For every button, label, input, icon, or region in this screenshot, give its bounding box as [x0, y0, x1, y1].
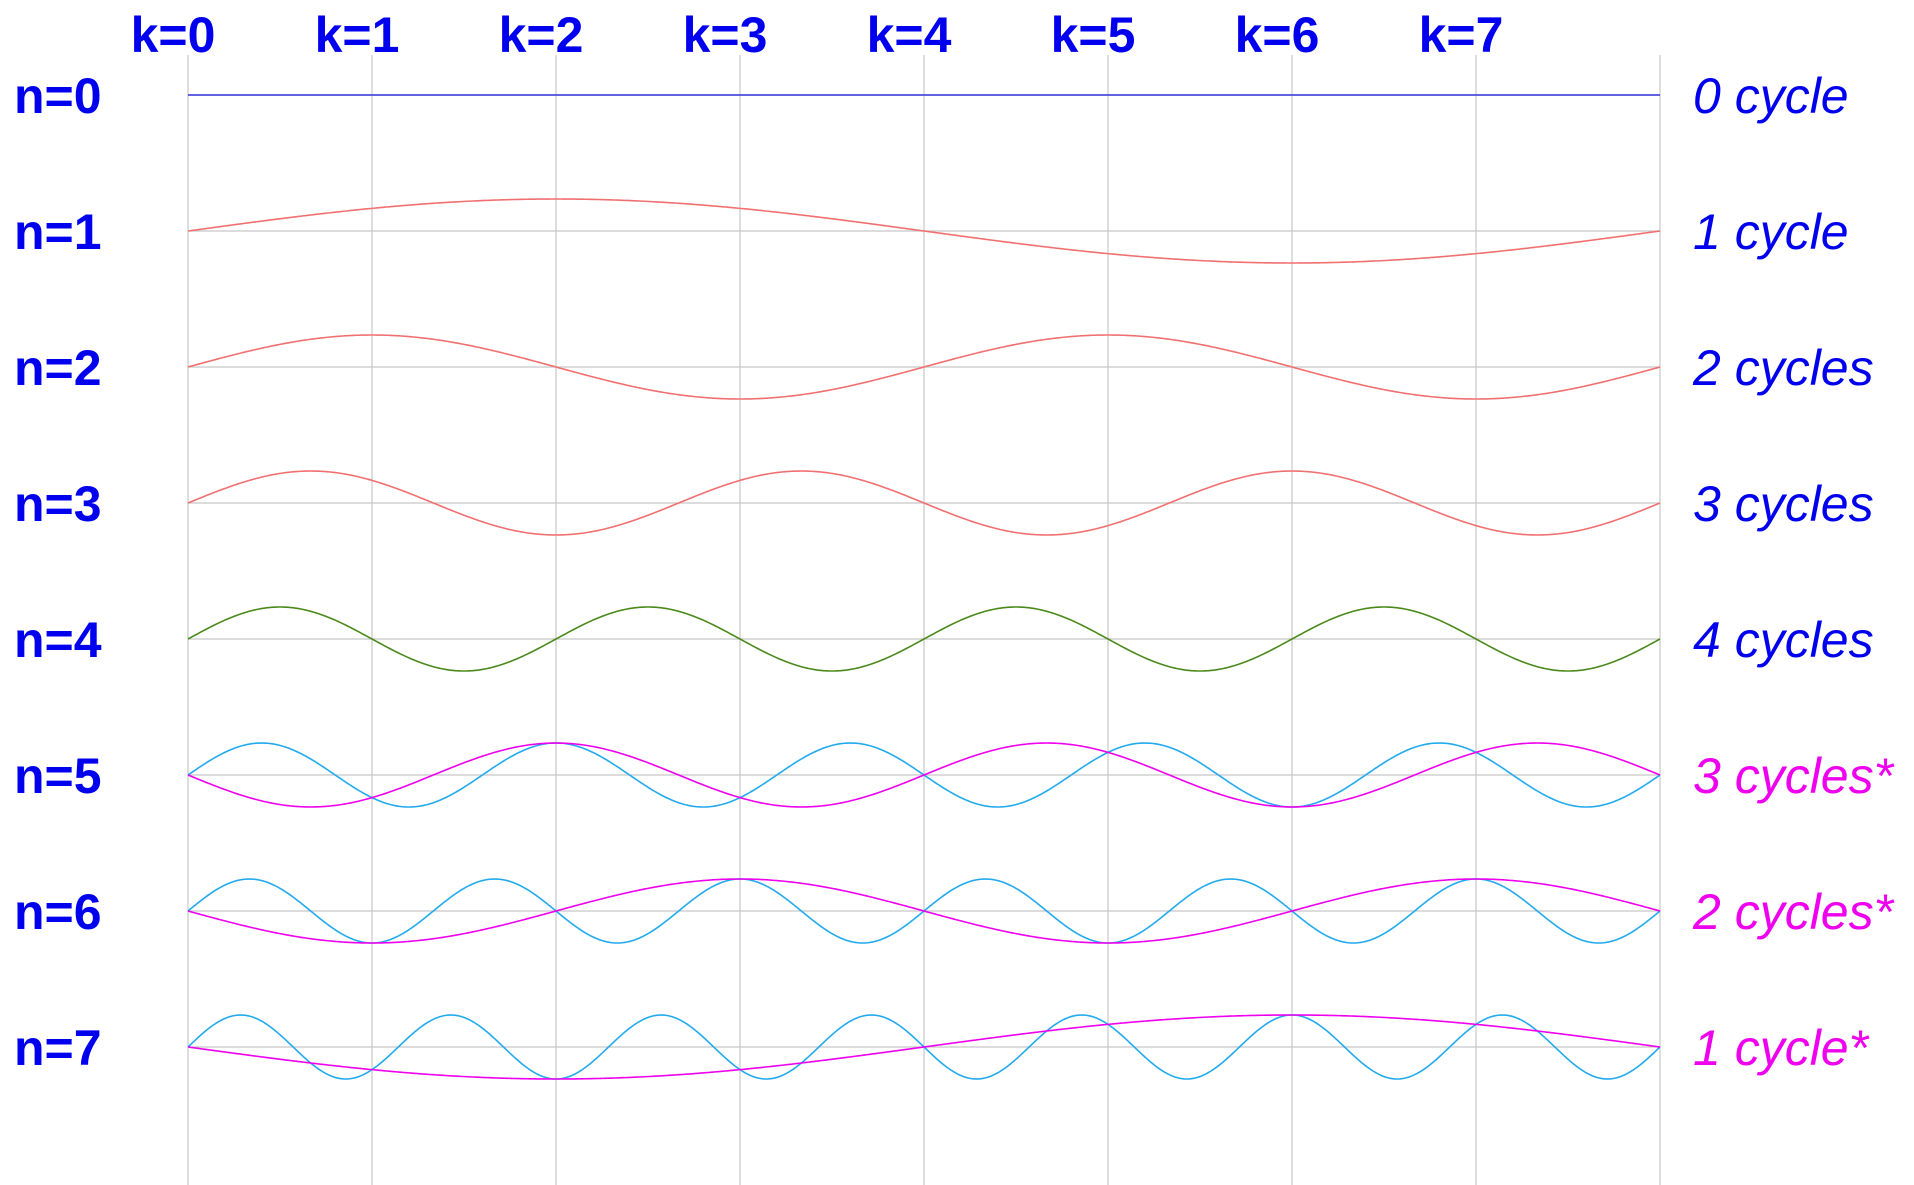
cycle-label: 2 cycles*: [1692, 884, 1895, 940]
k-label: k=3: [683, 7, 768, 63]
n-label: n=4: [14, 612, 102, 668]
cycle-label: 3 cycles*: [1693, 748, 1895, 804]
wave-n5-1: [187, 742, 1661, 808]
n-label: n=1: [14, 204, 102, 260]
cycle-label: 0 cycle: [1693, 68, 1849, 124]
n-label: n=2: [14, 340, 102, 396]
cycle-label: 2 cycles: [1692, 340, 1874, 396]
wave-n2-0: [187, 334, 1661, 400]
k-label: k=0: [131, 7, 216, 63]
k-labels: k=0 k=1 k=2 k=3 k=4 k=5 k=6 k=7: [131, 7, 1504, 63]
n-label: n=3: [14, 476, 102, 532]
cycle-labels: 0 cycle 1 cycle 2 cycles 3 cycles 4 cycles 3 …: [1692, 68, 1895, 1076]
k-label: k=1: [315, 7, 400, 63]
cycle-label: 1 cycle: [1693, 204, 1849, 260]
n-label: n=6: [14, 884, 102, 940]
k-label: k=6: [1235, 7, 1320, 63]
waveforms: [187, 94, 1661, 1080]
cycle-label: 4 cycles: [1693, 612, 1874, 668]
k-label: k=4: [867, 7, 952, 63]
wave-n6-1: [187, 878, 1661, 944]
n-label: n=7: [14, 1020, 102, 1076]
wave-n7-1: [187, 1014, 1661, 1080]
k-label: k=2: [499, 7, 584, 63]
cycle-label: 3 cycles: [1693, 476, 1874, 532]
wave-n1-0: [187, 198, 1661, 264]
k-label: k=7: [1419, 7, 1504, 63]
cycle-label: 1 cycle*: [1693, 1020, 1870, 1076]
n-labels: n=0 n=1 n=2 n=3 n=4 n=5 n=6 n=7: [14, 68, 102, 1076]
wave-n3-0: [187, 470, 1661, 536]
wave-n4-0: [187, 606, 1661, 672]
k-label: k=5: [1051, 7, 1136, 63]
n-label: n=0: [14, 68, 102, 124]
n-label: n=5: [14, 748, 102, 804]
